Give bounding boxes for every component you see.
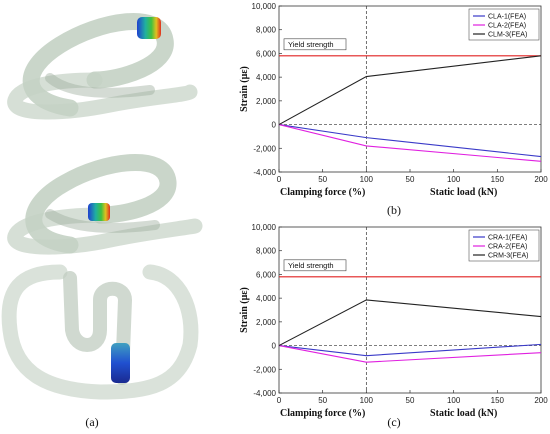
x-axis-title-clamping: Clamping force (%) — [280, 187, 365, 198]
y-tick-label: 10,000 — [252, 223, 277, 232]
yield-strength-label-box — [283, 259, 347, 272]
clip-model-top — [7, 13, 198, 120]
x-tick-label: 100 — [360, 175, 374, 184]
yield-strength-label-box — [283, 38, 347, 51]
x-tick-label: 50 — [318, 175, 327, 184]
y-tick-label: -2,000 — [253, 365, 276, 374]
caption-a: (a) — [85, 415, 98, 429]
series-line-3 — [278, 299, 542, 347]
legend-entry: CRM-3(FEA) — [488, 253, 528, 260]
y-axis-title: Strain (με) — [239, 66, 250, 112]
series-line-2 — [278, 345, 542, 363]
x-tick-label: 100 — [447, 175, 461, 184]
caption-b: (b) — [387, 203, 401, 217]
y-tick-label: 4,000 — [256, 73, 277, 82]
legend-entry: CRA-1(FEA) — [488, 235, 527, 242]
stress-contour-region — [137, 17, 161, 39]
x-axis-title-clamping: Clamping force (%) — [280, 408, 365, 419]
x-axis-title-load: Static load (kN) — [430, 187, 497, 198]
legend-entry: CLM-3(FEA) — [488, 32, 527, 39]
x-tick-label: 0 — [277, 175, 282, 184]
x-tick-label: 50 — [406, 175, 415, 184]
series-line-1 — [278, 343, 542, 357]
chart-c: 10,0008,0006,0004,0002,0000-2,000-4,0000… — [239, 223, 548, 419]
x-axis-title-load: Static load (kN) — [430, 408, 497, 419]
y-tick-label: 0 — [272, 121, 277, 130]
y-tick-label: 8,000 — [256, 26, 277, 35]
series-line-1 — [278, 124, 542, 158]
series-line-3 — [278, 55, 542, 126]
x-tick-label: 200 — [534, 396, 548, 405]
x-tick-label: 0 — [277, 396, 282, 405]
clip-model-bottom — [1, 264, 199, 400]
x-tick-label: 50 — [318, 396, 327, 405]
chart-b: 10,0008,0006,0004,0002,0000-2,000-4,0000… — [239, 2, 548, 198]
x-tick-label: 50 — [406, 396, 415, 405]
y-tick-label: 2,000 — [256, 318, 277, 327]
y-tick-label: 8,000 — [256, 247, 277, 256]
y-tick-label: -4,000 — [253, 389, 276, 398]
x-tick-label: 150 — [491, 175, 505, 184]
series-line-2 — [278, 124, 542, 162]
x-tick-label: 100 — [360, 396, 374, 405]
stress-contour-region — [111, 343, 130, 383]
stress-contour-region — [88, 203, 110, 221]
y-tick-label: 6,000 — [256, 270, 277, 279]
legend-entry: CLA-2(FEA) — [488, 23, 526, 30]
fea-model-renders — [1, 13, 203, 400]
y-axis-title: Strain (με) — [239, 287, 250, 333]
y-tick-label: 0 — [272, 342, 277, 351]
y-tick-label: -4,000 — [253, 168, 276, 177]
x-tick-label: 150 — [491, 396, 505, 405]
caption-c: (c) — [387, 415, 400, 429]
yield-strength-label: Yield strength — [288, 40, 334, 49]
x-tick-label: 200 — [534, 175, 548, 184]
y-tick-label: 2,000 — [256, 97, 277, 106]
y-tick-label: 6,000 — [256, 49, 277, 58]
yield-strength-label: Yield strength — [288, 261, 334, 270]
x-tick-label: 100 — [447, 396, 461, 405]
clip-model-middle — [7, 154, 203, 255]
y-tick-label: 4,000 — [256, 294, 277, 303]
y-tick-label: 10,000 — [252, 2, 277, 11]
legend-entry: CLA-1(FEA) — [488, 14, 526, 21]
y-tick-label: -2,000 — [253, 144, 276, 153]
legend-entry: CRA-2(FEA) — [488, 244, 527, 251]
